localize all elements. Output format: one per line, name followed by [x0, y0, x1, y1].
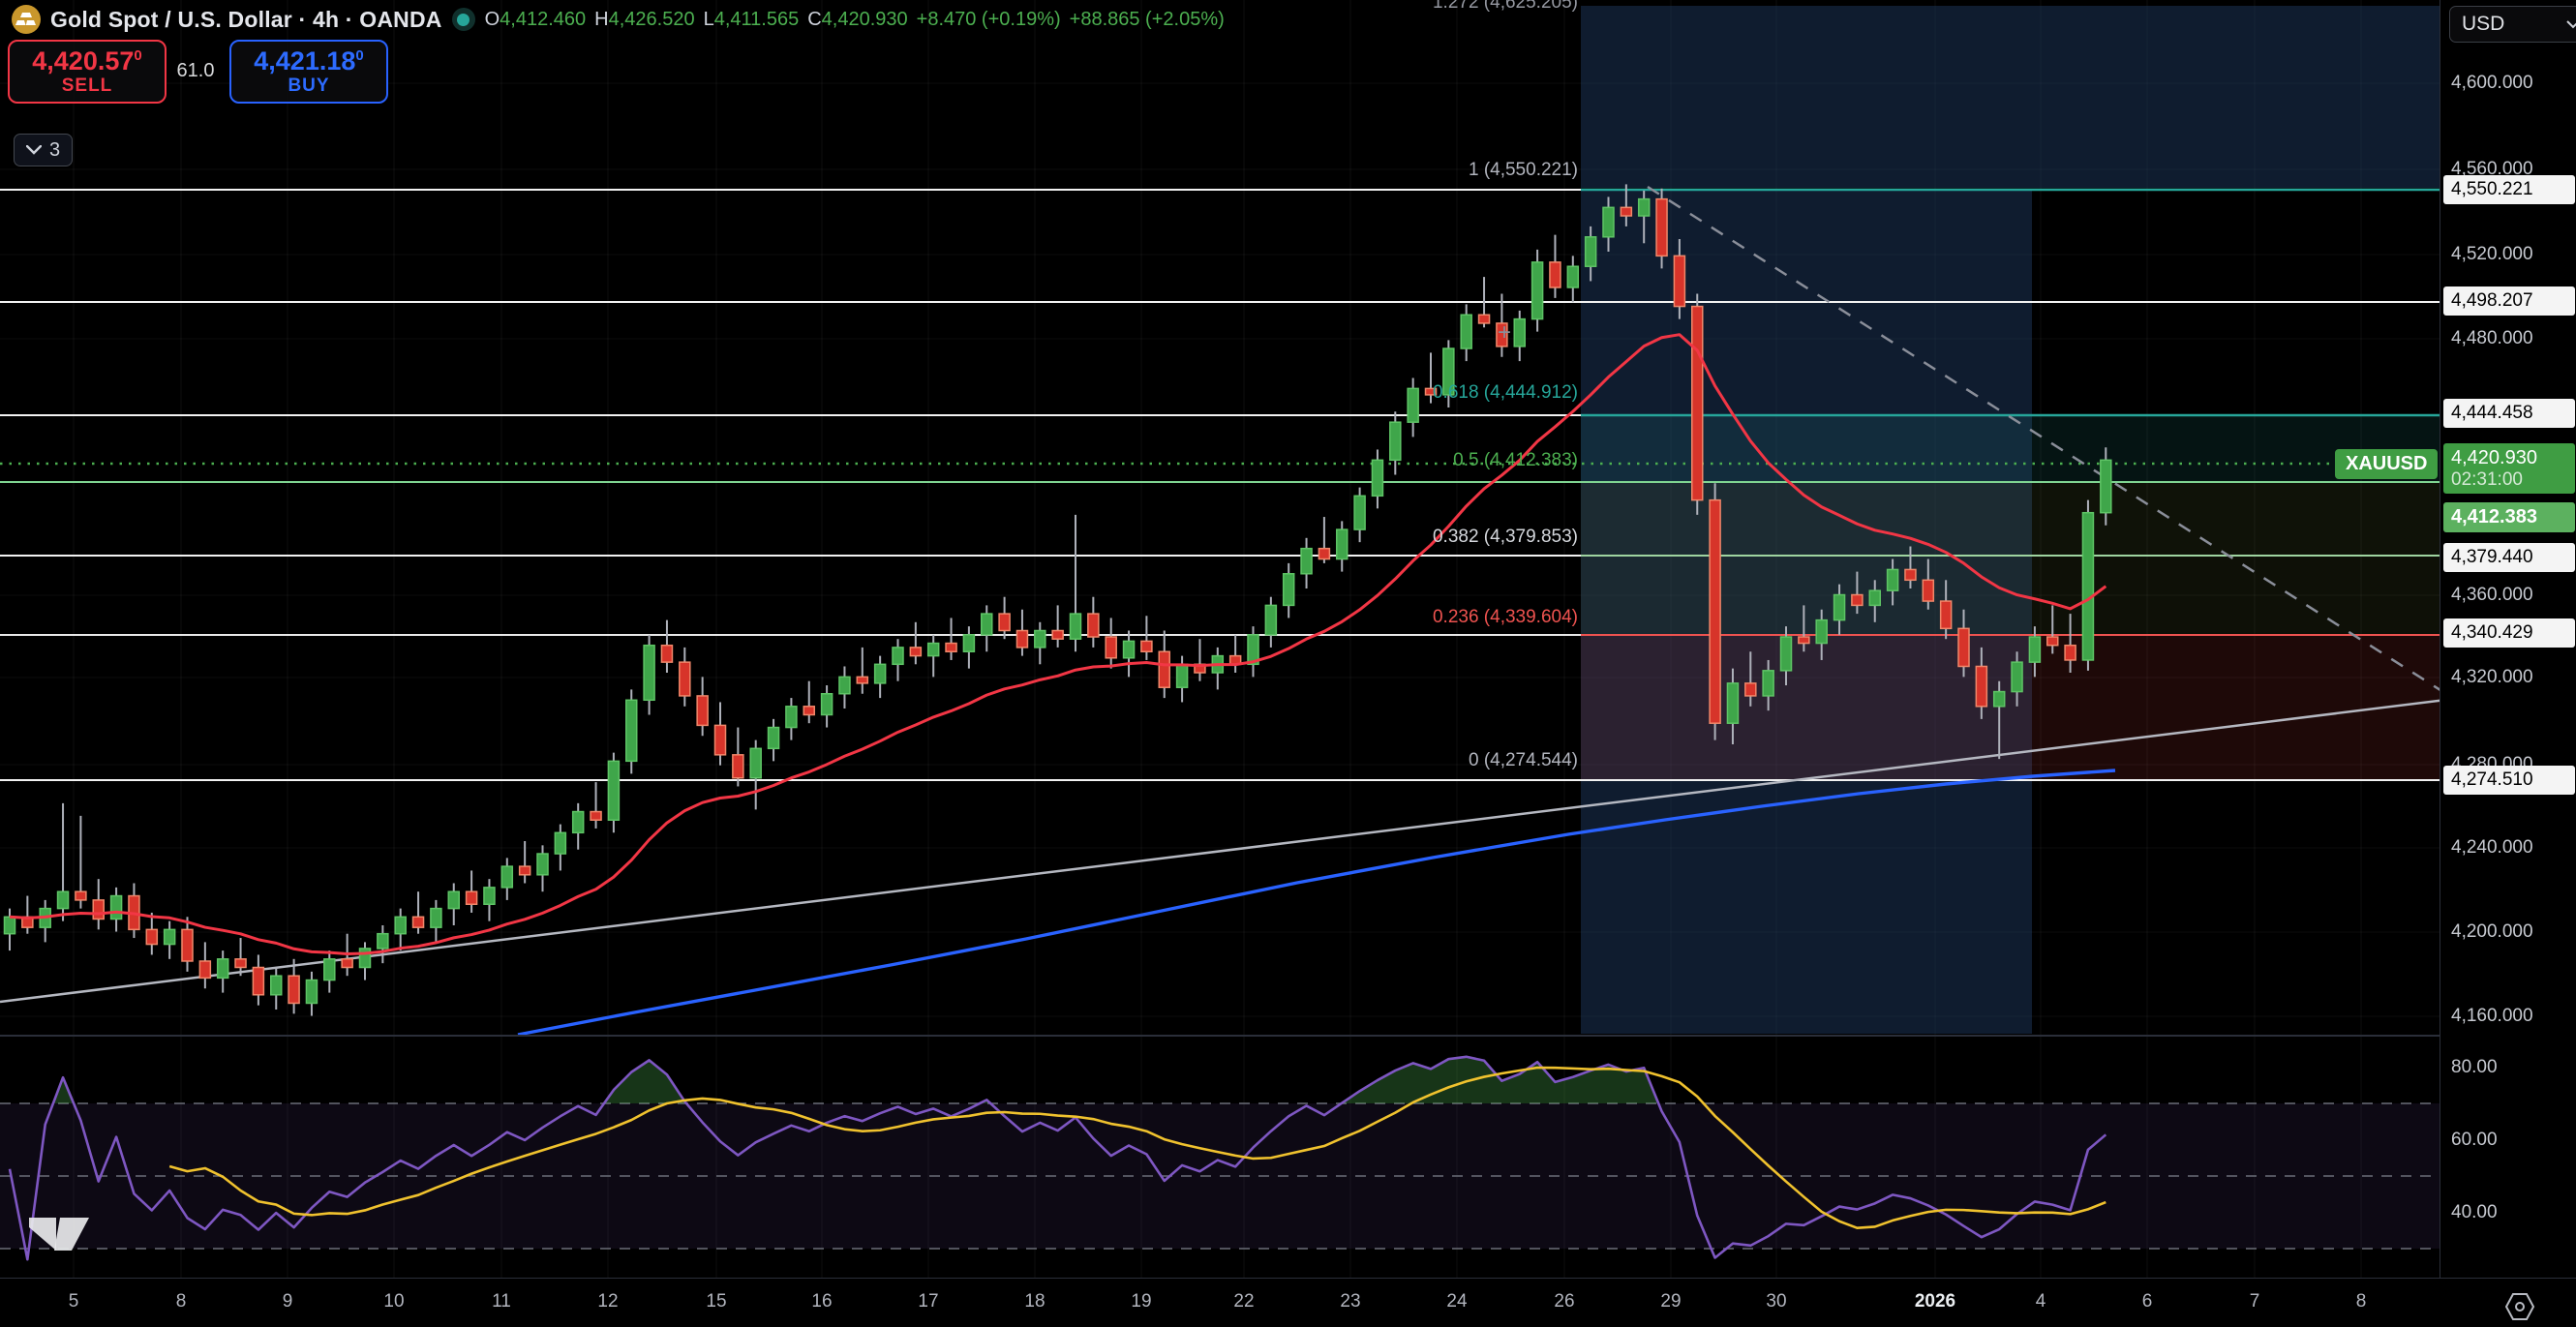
time-label: 9: [282, 1291, 293, 1312]
quick-alert-plus-icon[interactable]: +: [1498, 319, 1512, 346]
price-level-label: 4,340.429: [2443, 618, 2575, 648]
time-label: 2026: [1914, 1291, 1956, 1312]
price-tick: 4,480.000: [2451, 328, 2533, 348]
ohlc-readout: O4,412.460 H4,426.520 L4,411.565 C4,420.…: [484, 8, 1225, 30]
time-label: 8: [175, 1291, 187, 1312]
chevron-down-icon: [2566, 19, 2576, 28]
time-label: 24: [1446, 1291, 1468, 1312]
fib-mid-price-label: 4,412.383: [2443, 502, 2575, 532]
rsi-tick: 40.00: [2451, 1202, 2498, 1222]
time-label: 22: [1233, 1291, 1255, 1312]
sell-button[interactable]: 4,420.570 SELL: [8, 40, 167, 104]
fib-level-label: 0.5 (4,412.383): [1453, 450, 1578, 470]
gold-symbol-icon: [12, 5, 41, 34]
extended-change-value: +88.865 (+2.05%): [1069, 8, 1225, 30]
currency-selector-button[interactable]: USD: [2449, 6, 2576, 43]
market-status-icon[interactable]: [451, 8, 475, 31]
fib-level-label: 0.382 (4,379.853): [1432, 527, 1578, 547]
rsi-tick: 80.00: [2451, 1057, 2498, 1077]
fib-level-label: 0.236 (4,339.604): [1432, 607, 1578, 627]
chevron-down-icon: [26, 145, 42, 155]
price-tick: 4,520.000: [2451, 244, 2533, 264]
time-label: 11: [492, 1291, 511, 1312]
timezone-settings-icon[interactable]: [2502, 1290, 2537, 1323]
fib-level-label: 1 (4,550.221): [1468, 160, 1578, 180]
price-tick: 4,360.000: [2451, 585, 2533, 605]
bar-countdown: 02:31:00: [2451, 469, 2523, 490]
buy-button[interactable]: 4,421.180 BUY: [229, 40, 388, 104]
price-tick: 4,160.000: [2451, 1006, 2533, 1026]
symbol-header: Gold Spot / U.S. Dollar · 4h · OANDA O4,…: [12, 2, 1225, 37]
price-tick: 4,560.000: [2451, 159, 2533, 179]
change-value: +8.470 (+0.19%): [916, 8, 1061, 30]
time-axis[interactable]: 5 8 9 10 11 12 15 16 17 18 19 22 23 24 26 29 30 2026 4 6 7 8: [0, 1279, 2576, 1327]
tradingview-logo: [29, 1218, 89, 1251]
fib-level-label: 0.618 (4,444.912): [1432, 382, 1578, 403]
time-label: 29: [1660, 1291, 1682, 1312]
price-tick: 4,600.000: [2451, 73, 2533, 93]
price-axis[interactable]: USD 4,412.383 4,600.000 4,560.000 4,520.00…: [2440, 0, 2576, 1278]
last-price-label: 4,420.930 02:31:00: [2443, 443, 2575, 494]
price-level-label: 4,550.221: [2443, 175, 2575, 204]
price-tick: 4,240.000: [2451, 837, 2533, 858]
spread-value: 61.0: [176, 60, 215, 81]
time-label: 17: [918, 1291, 939, 1312]
time-label: 4: [2035, 1291, 2046, 1312]
time-label: 23: [1340, 1291, 1361, 1312]
time-label: 19: [1131, 1291, 1152, 1312]
time-label: 18: [1024, 1291, 1046, 1312]
time-label: 8: [2355, 1291, 2367, 1312]
price-tick: 4,320.000: [2451, 667, 2533, 687]
rsi-tick: 60.00: [2451, 1130, 2498, 1150]
price-tick: 4,200.000: [2451, 921, 2533, 942]
time-label: 12: [597, 1291, 619, 1312]
indicators-collapse-button[interactable]: 3: [14, 134, 74, 166]
price-level-label: 4,444.458: [2443, 399, 2575, 428]
price-level-label: 4,274.510: [2443, 766, 2575, 795]
time-label: 6: [2141, 1291, 2153, 1312]
time-label: 30: [1766, 1291, 1787, 1312]
symbol-price-tag: XAUUSD: [2335, 449, 2439, 479]
time-label: 5: [68, 1291, 79, 1312]
price-level-label: 4,498.207: [2443, 287, 2575, 316]
price-level-label: 4,379.440: [2443, 543, 2575, 572]
fib-level-label-1272: 1.272 (4,625.205): [1432, 0, 1578, 13]
time-label: 7: [2249, 1291, 2260, 1312]
candles: [3, 184, 2112, 1016]
time-label: 16: [811, 1291, 833, 1312]
symbol-title[interactable]: Gold Spot / U.S. Dollar · 4h · OANDA: [50, 6, 442, 32]
time-label: 26: [1554, 1291, 1575, 1312]
time-label: 15: [706, 1291, 727, 1312]
time-label: 10: [383, 1291, 405, 1312]
fib-level-label: 0 (4,274.544): [1468, 750, 1578, 770]
